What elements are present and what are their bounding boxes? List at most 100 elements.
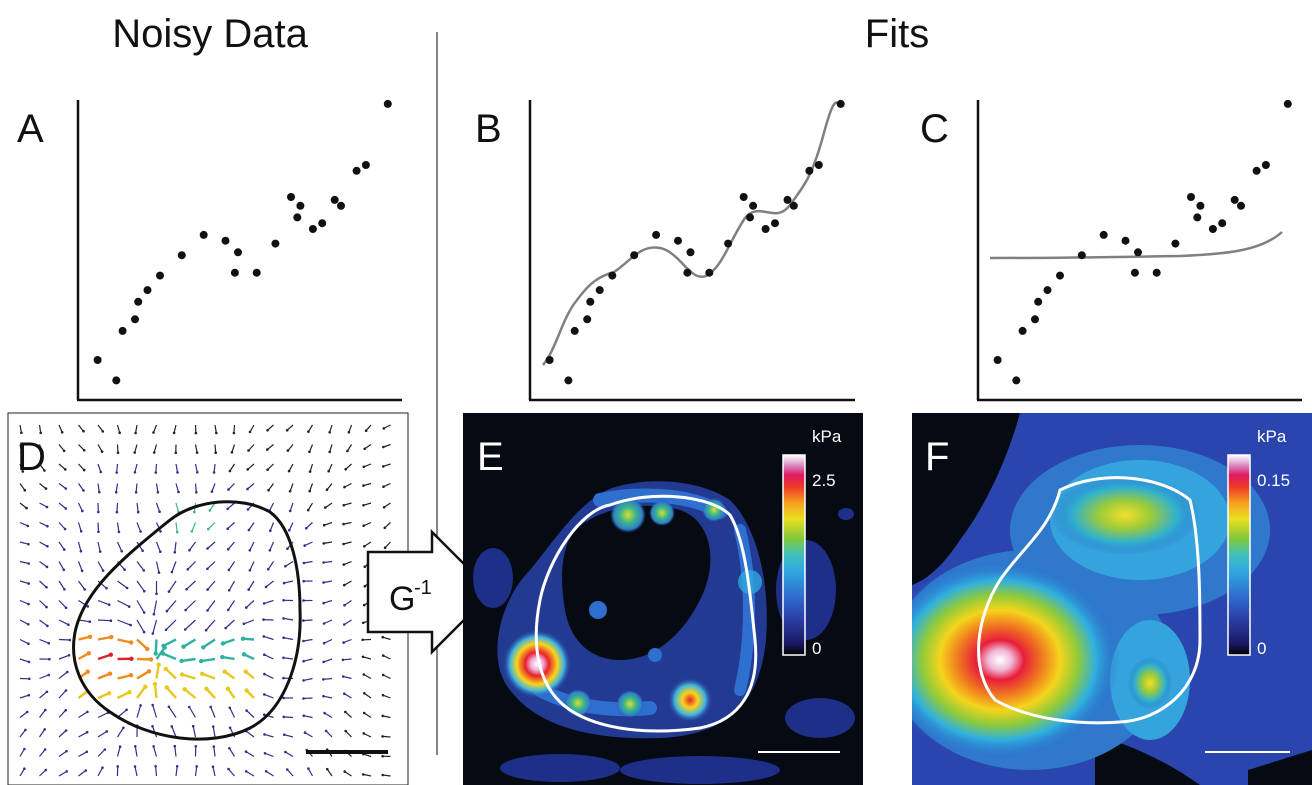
force-vector	[207, 580, 216, 590]
force-vector-head	[246, 468, 249, 471]
header-fits: Fits	[865, 12, 929, 56]
force-vector	[116, 746, 121, 757]
force-vector	[155, 483, 159, 493]
force-vector-head	[24, 728, 27, 732]
operator-superscript: -1	[414, 577, 432, 599]
data-point	[783, 195, 792, 204]
force-vector	[136, 619, 145, 633]
force-vector	[323, 541, 333, 544]
force-vector-head	[324, 506, 327, 509]
force-vector-head	[346, 449, 349, 453]
force-vector-head	[302, 619, 305, 622]
force-vector-head	[63, 527, 67, 531]
force-vector-head	[86, 651, 92, 656]
force-vector	[97, 619, 111, 622]
force-vector	[343, 560, 352, 566]
force-vector-head	[27, 623, 30, 626]
data-point	[1152, 268, 1161, 277]
force-vector-head	[362, 603, 366, 607]
force-vector	[382, 694, 391, 699]
force-vector-head	[214, 451, 217, 455]
data-point	[1134, 248, 1142, 257]
force-vector-head	[82, 449, 86, 452]
force-vector	[264, 752, 274, 758]
force-vector	[116, 522, 120, 532]
force-vector	[77, 561, 83, 572]
force-vector	[288, 522, 294, 531]
force-vector	[283, 637, 294, 641]
force-vector-head	[193, 510, 196, 514]
force-vector	[227, 541, 235, 550]
force-vector-head	[241, 652, 247, 657]
force-vector-head	[362, 524, 366, 527]
force-vector	[231, 444, 236, 453]
force-vector	[162, 638, 177, 647]
force-vector-head	[246, 508, 250, 511]
force-vector-head	[27, 660, 31, 664]
force-vector	[58, 483, 67, 489]
force-vector-head	[211, 725, 215, 728]
force-vector-head	[148, 657, 154, 662]
force-vector-head	[108, 652, 114, 657]
force-vector	[249, 561, 255, 571]
data-point	[746, 213, 754, 222]
force-vector-head	[82, 429, 85, 433]
force-vector-head	[79, 549, 83, 553]
force-vector	[233, 424, 236, 434]
force-vector	[19, 768, 25, 777]
force-vector-head	[243, 669, 248, 674]
force-vector	[117, 599, 130, 608]
force-vector	[247, 483, 255, 490]
force-vector-head	[114, 490, 118, 494]
force-vector-head	[228, 469, 232, 473]
force-vector-head	[263, 693, 266, 696]
force-vector	[363, 692, 372, 699]
force-vector-head	[63, 588, 66, 591]
force-vector	[303, 658, 313, 662]
force-vector-head	[45, 690, 49, 694]
data-point	[789, 201, 798, 210]
force-vector-head	[115, 510, 119, 514]
force-vector-head	[220, 654, 225, 660]
force-vector-head	[163, 666, 168, 672]
force-vector	[78, 731, 88, 738]
force-vector-head	[222, 669, 227, 674]
force-vector-head	[43, 469, 46, 472]
force-vector-head	[154, 765, 157, 768]
data-point	[724, 239, 733, 248]
force-vector-head	[308, 450, 311, 454]
force-vector-head	[226, 548, 230, 551]
force-vector-head	[194, 431, 198, 435]
force-vector	[382, 735, 391, 738]
force-vector-head	[81, 509, 84, 513]
force-vector-head	[247, 528, 251, 532]
force-vector	[344, 711, 352, 718]
force-vector	[285, 751, 294, 758]
force-vector-head	[381, 654, 385, 657]
force-vector	[362, 656, 372, 660]
force-vector	[97, 522, 100, 532]
force-vector-head	[46, 624, 49, 628]
force-vector	[264, 733, 274, 738]
force-vector	[116, 463, 119, 473]
force-vector-head	[206, 609, 209, 612]
force-vector	[213, 746, 216, 757]
force-vector-head	[201, 645, 206, 650]
force-vector-head	[99, 470, 103, 474]
force-vector-head	[188, 705, 191, 709]
force-vector-head	[159, 550, 162, 553]
force-vector	[326, 483, 333, 491]
force-vector-head	[381, 773, 385, 777]
force-vector	[325, 730, 333, 738]
force-vector	[168, 706, 177, 718]
force-vector-head	[151, 703, 154, 707]
force-vector-head	[21, 470, 25, 473]
force-vector	[363, 773, 372, 777]
force-vector	[324, 712, 333, 719]
force-vector-head	[87, 634, 93, 639]
force-vector-head	[185, 587, 188, 591]
force-vector-head	[322, 660, 326, 664]
force-vector-head	[86, 710, 89, 714]
force-vector-head	[154, 471, 158, 474]
force-vector-head	[160, 651, 166, 656]
